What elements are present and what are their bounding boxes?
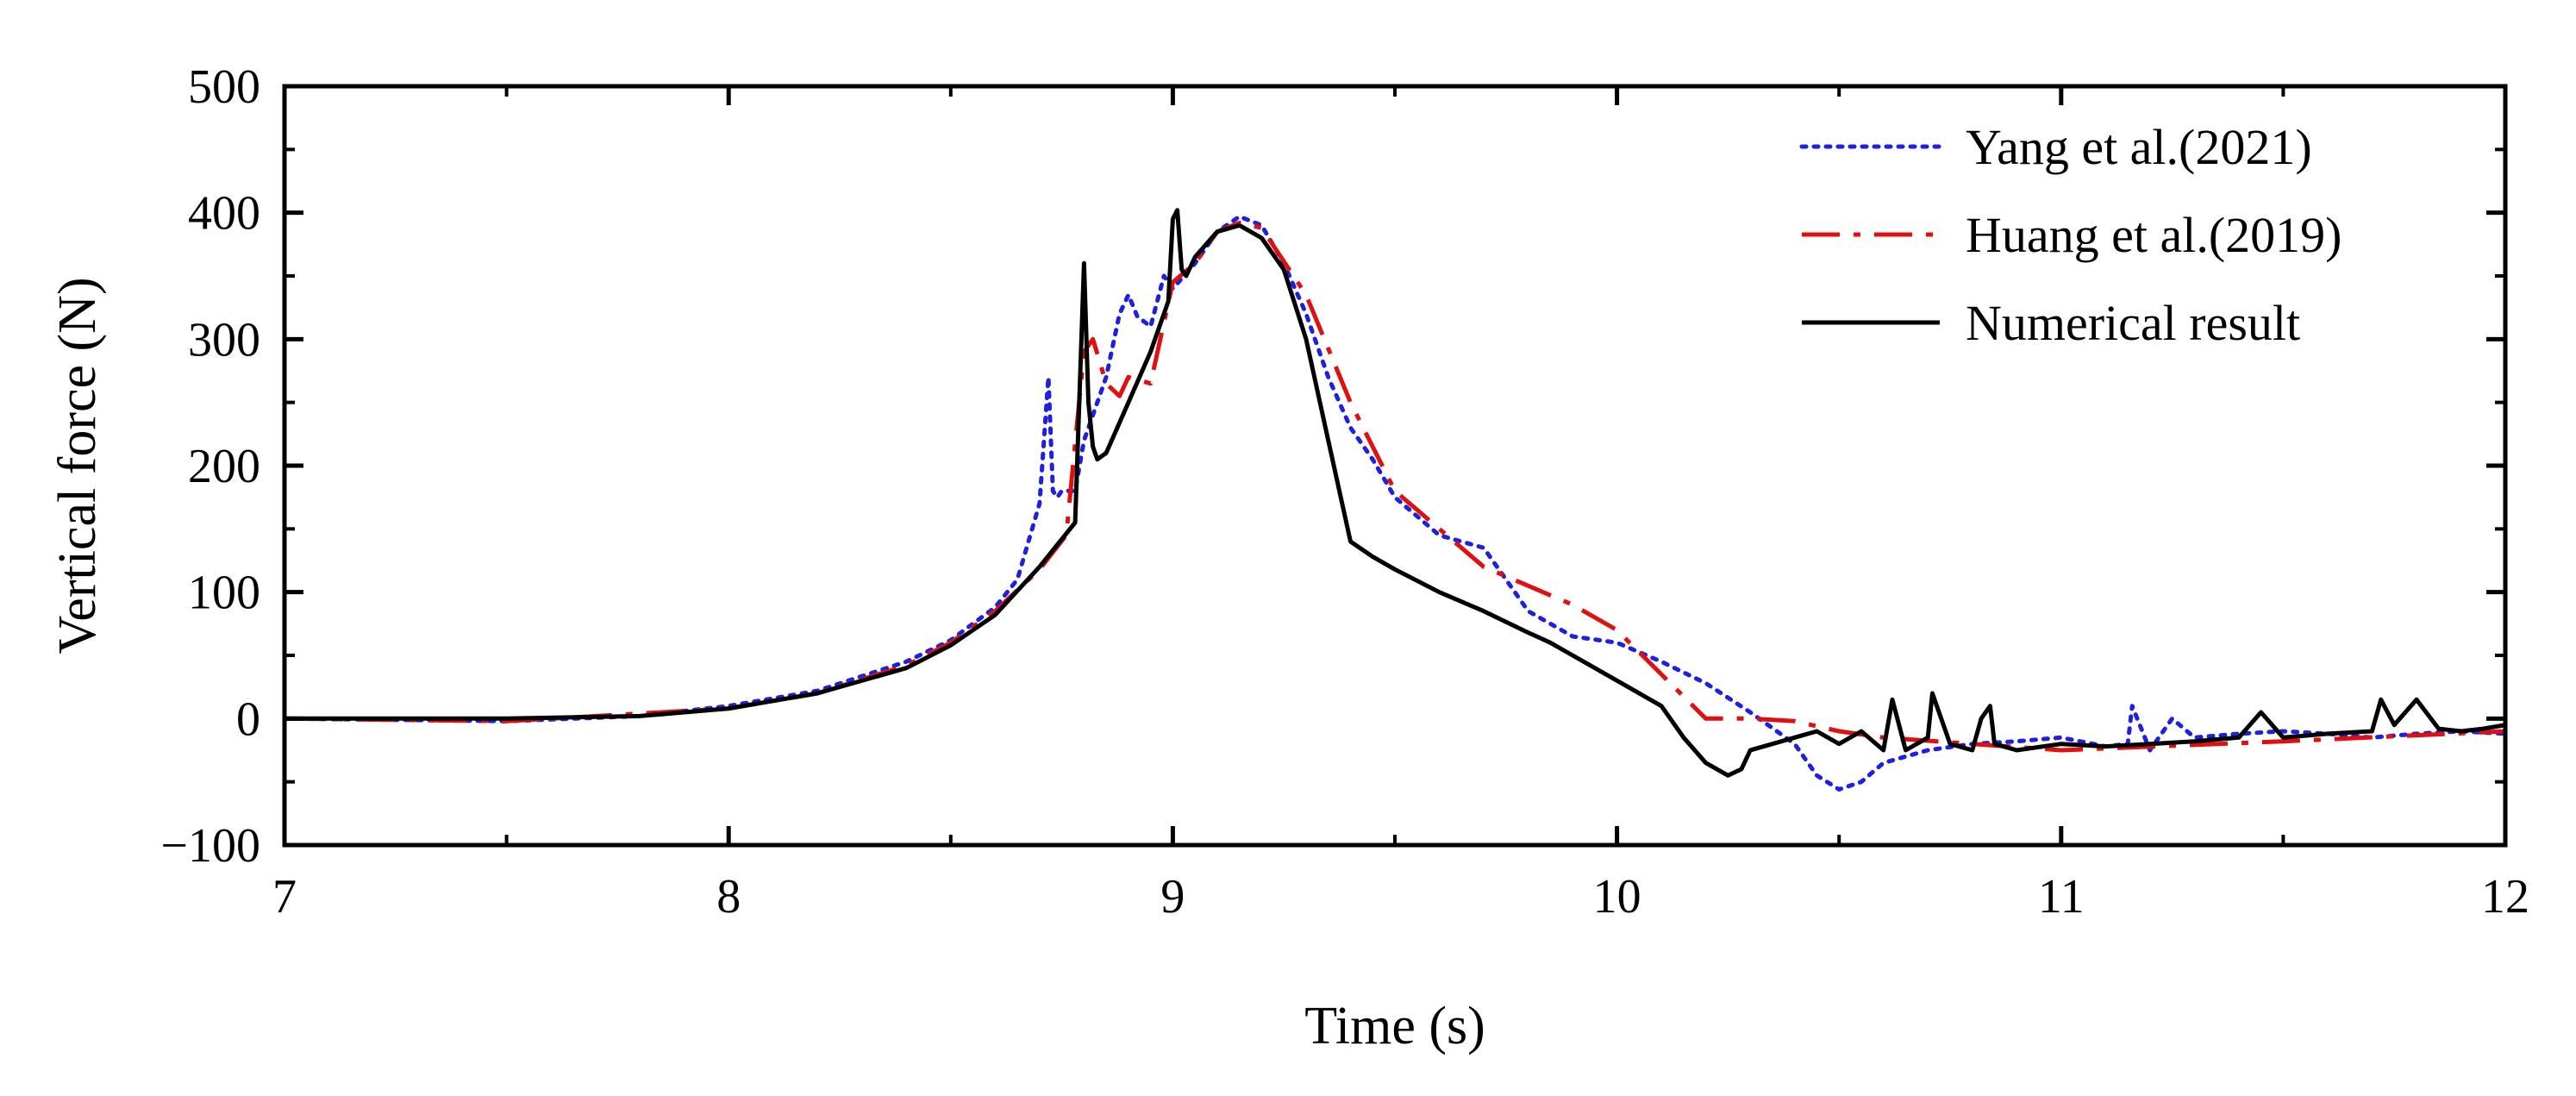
legend-label-1: Yang et al.(2021) — [1966, 119, 2312, 175]
y-tick-label: 100 — [188, 567, 260, 620]
y-tick-label: 400 — [188, 187, 260, 241]
x-tick-label: 12 — [2481, 870, 2529, 924]
series-line-1 — [284, 214, 2505, 792]
y-tick-label: 300 — [188, 313, 260, 366]
tick-layer: 7 8 9 10 11 12 −100 0 100 200 300 400 500 — [160, 60, 2529, 924]
x-tick-label: 10 — [1593, 870, 1641, 924]
x-axis-title: Time (s) — [1304, 997, 1485, 1055]
y-tick-label: 500 — [188, 60, 260, 114]
legend-label-2: Huang et al.(2019) — [1966, 207, 2342, 263]
x-tick-label: 9 — [1160, 870, 1185, 924]
series-line-3 — [284, 208, 2505, 778]
legend: Yang et al.(2021) Huang et al.(2019) Numer… — [1799, 119, 2342, 351]
y-tick-label: −100 — [160, 819, 260, 873]
legend-label-3: Numerical result — [1966, 295, 2300, 351]
plot-frame — [282, 84, 2508, 848]
y-tick-label: 0 — [236, 692, 260, 746]
y-axis-title: Vertical force (N) — [48, 277, 107, 654]
x-tick-label: 7 — [272, 870, 297, 924]
y-tick-label: 200 — [188, 440, 260, 493]
x-tick-label: 11 — [2038, 870, 2085, 924]
series-layer — [284, 208, 2505, 792]
x-tick-label: 8 — [716, 870, 741, 924]
